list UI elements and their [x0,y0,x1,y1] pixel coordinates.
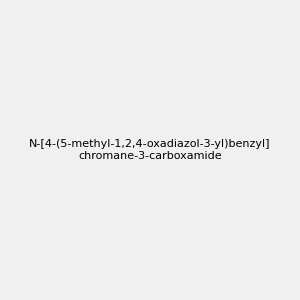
Text: N-[4-(5-methyl-1,2,4-oxadiazol-3-yl)benzyl]
chromane-3-carboxamide: N-[4-(5-methyl-1,2,4-oxadiazol-3-yl)benz… [29,139,271,161]
